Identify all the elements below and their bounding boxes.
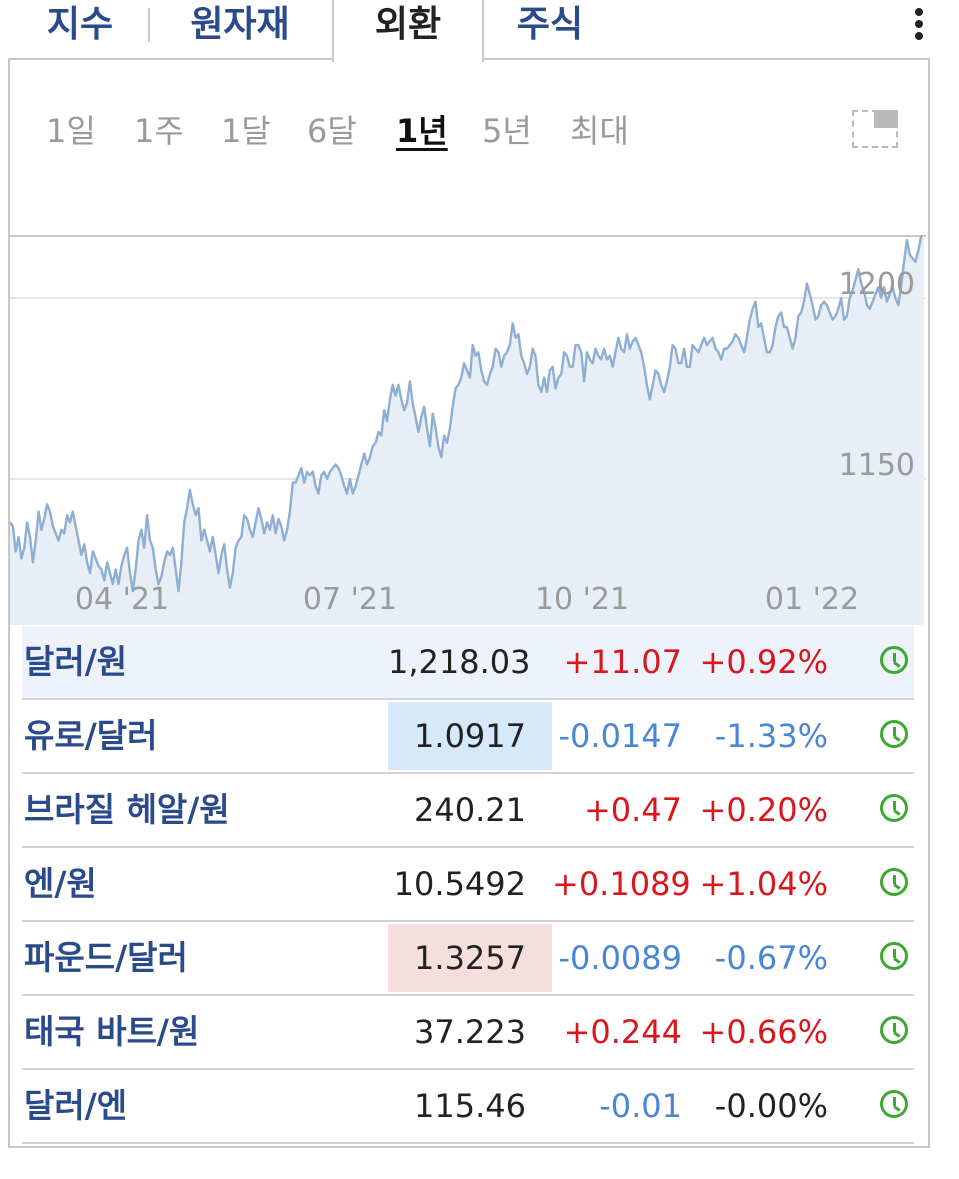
table-row[interactable]: 태국 바트/원 37.223 +0.244 +0.66% [22,996,914,1070]
table-row[interactable]: 브라질 헤알/원 240.21 +0.47 +0.20% [22,774,914,848]
period-max[interactable]: 최대 [570,112,629,150]
rate-name[interactable]: 엔/원 [24,864,97,903]
rate-change: -0.01 [599,1087,682,1125]
rate-change: -0.0147 [558,717,682,755]
rate-price: 1.0917 [388,702,552,770]
rate-name[interactable]: 태국 바트/원 [24,1012,200,1051]
period-6m[interactable]: 6달 [307,112,357,150]
rate-price: 10.5492 [393,865,526,903]
rate-percent: +0.92% [699,643,828,681]
rate-price: 1,218.03 [388,643,531,681]
rate-name[interactable]: 브라질 헤알/원 [24,790,230,829]
rate-percent: -0.67% [714,939,828,977]
rate-change: -0.0089 [558,939,682,977]
rate-price: 37.223 [414,1013,526,1051]
tab-bar-border-right [480,58,928,60]
tab-separator [148,8,150,42]
rate-percent: +0.66% [699,1013,828,1051]
clock-icon[interactable] [880,1090,908,1118]
period-1d[interactable]: 1일 [46,112,96,150]
period-1m[interactable]: 1달 [221,112,271,150]
x-tick-label: 07 '21 [303,582,397,617]
x-tick-label: 04 '21 [75,582,169,617]
period-1y[interactable]: 1년 [396,112,448,150]
rate-change: +11.07 [563,643,682,681]
series-area [10,235,924,625]
rate-name[interactable]: 달러/엔 [24,1086,128,1125]
clock-icon[interactable] [880,720,908,748]
rate-percent: -0.00% [714,1087,828,1125]
rate-price: 1.3257 [388,924,552,992]
y-tick-label: 1150 [839,448,915,483]
rate-name[interactable]: 유로/달러 [24,716,158,755]
clock-icon[interactable] [880,868,908,896]
clock-icon[interactable] [880,794,908,822]
y-tick-label: 1200 [839,267,915,302]
period-1w[interactable]: 1주 [134,112,184,150]
table-row[interactable]: 유로/달러 1.0917 -0.0147 -1.33% [22,700,914,774]
tab-bar-border-left [8,58,334,60]
tab-stocks[interactable]: 주식 [516,4,584,45]
rate-percent: +0.20% [699,791,828,829]
tab-commodities[interactable]: 원자재 [190,4,290,45]
rate-name[interactable]: 파운드/달러 [24,938,188,977]
rate-name[interactable]: 달러/원 [24,642,128,681]
table-row[interactable]: 파운드/달러 1.3257 -0.0089 -0.67% [22,922,914,996]
tab-index[interactable]: 지수 [46,4,114,45]
series-line [10,235,924,593]
table-row[interactable]: 엔/원 10.5492 +0.1089 +1.04% [22,848,914,922]
clock-icon[interactable] [880,942,908,970]
rate-percent: -1.33% [714,717,828,755]
rate-percent: +1.04% [699,865,828,903]
period-5y[interactable]: 5년 [482,112,532,150]
rate-change: +0.244 [563,1013,682,1051]
clock-icon[interactable] [880,1016,908,1044]
rate-price: 240.21 [414,791,526,829]
table-row[interactable]: 달러/엔 115.46 -0.01 -0.00% [22,1070,914,1144]
clock-icon[interactable] [880,646,908,674]
tab-forex[interactable]: 외환 [332,0,484,62]
exchange-rate-chart: 1200 1150 04 '21 07 '21 10 '21 01 '22 [10,235,926,625]
rate-change: +0.47 [583,791,682,829]
x-tick-label: 10 '21 [535,582,629,617]
x-tick-label: 01 '22 [765,582,859,617]
rate-price: 115.46 [414,1087,526,1125]
forex-panel [8,58,930,1148]
exchange-rate-table: 달러/원 1,218.03 +11.07 +0.92% 유로/달러 1.0917 -0.01… [22,626,914,1144]
more-vertical-icon[interactable] [908,4,930,44]
table-row[interactable]: 달러/원 1,218.03 +11.07 +0.92% [22,626,914,700]
rate-change: +0.1089 [552,865,691,903]
expand-chart-icon[interactable] [852,110,898,148]
